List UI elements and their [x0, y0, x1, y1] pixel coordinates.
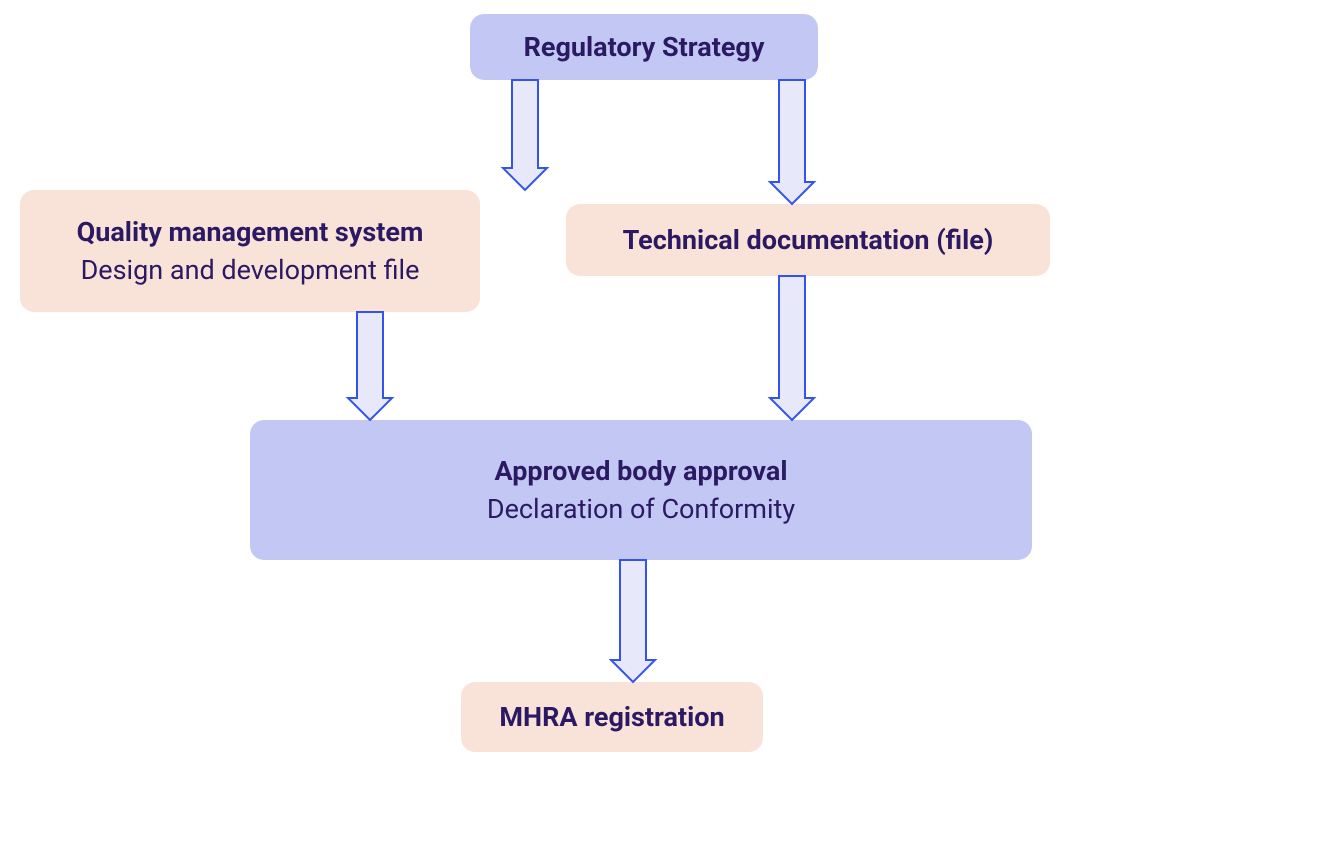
- node-title: Regulatory Strategy: [524, 31, 765, 63]
- node-subtitle: Design and development file: [81, 254, 420, 286]
- node-title: Approved body approval: [495, 455, 788, 487]
- node-technical-documentation: Technical documentation (file): [566, 204, 1050, 276]
- node-title: Quality management system: [77, 216, 424, 248]
- node-regulatory-strategy: Regulatory Strategy: [470, 14, 818, 80]
- node-quality-management-system: Quality management system Design and dev…: [20, 190, 480, 312]
- flowchart-canvas: Regulatory Strategy Quality management s…: [0, 0, 1336, 842]
- arrow-down-icon: [346, 312, 394, 422]
- arrow-down-icon: [768, 80, 816, 206]
- node-mhra-registration: MHRA registration: [461, 682, 763, 752]
- arrow-down-icon: [609, 560, 657, 684]
- arrow-down-icon: [768, 276, 816, 422]
- node-title: MHRA registration: [499, 701, 724, 733]
- node-title: Technical documentation (file): [623, 224, 994, 256]
- node-subtitle: Declaration of Conformity: [487, 493, 795, 525]
- arrow-down-icon: [501, 80, 549, 192]
- node-approved-body: Approved body approval Declaration of Co…: [250, 420, 1032, 560]
